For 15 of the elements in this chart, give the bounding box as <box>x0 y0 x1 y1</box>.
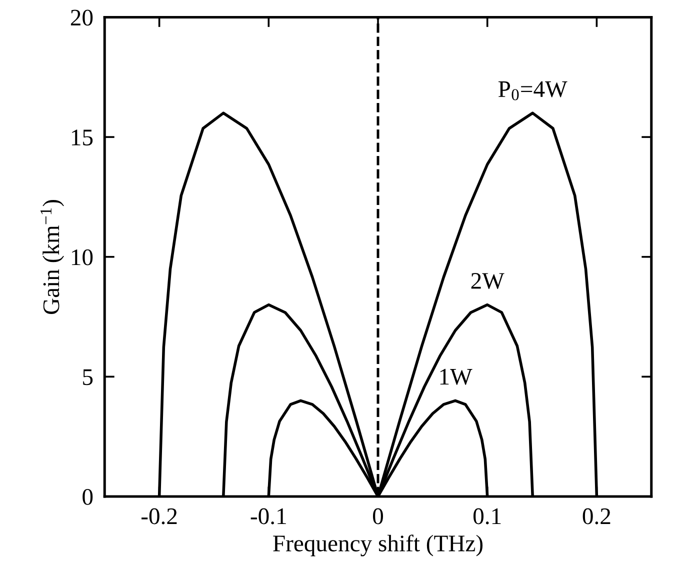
x-tick-label: 0.1 <box>473 508 501 524</box>
x-tick-label: -0.1 <box>250 508 286 524</box>
y-axis-title: Gain (km$^{−1}$) <box>40 200 64 314</box>
annotation: 2W <box>471 273 504 290</box>
x-tick-label: 0.2 <box>582 508 610 524</box>
x-tick-label: 0 <box>372 508 384 524</box>
y-tick-label: 20 <box>70 10 93 26</box>
x-tick-label: -0.2 <box>141 508 177 524</box>
annotation: 1W <box>440 368 472 385</box>
y-tick-label: 5 <box>83 369 93 386</box>
y-tick-label: 0 <box>82 489 93 505</box>
x-axis-title: Frequency shift (THz) <box>273 534 483 556</box>
y-tick-label: 10 <box>72 249 93 266</box>
annotation: P$_{0}$=4W <box>498 81 568 100</box>
y-tick-label: 15 <box>72 130 93 146</box>
